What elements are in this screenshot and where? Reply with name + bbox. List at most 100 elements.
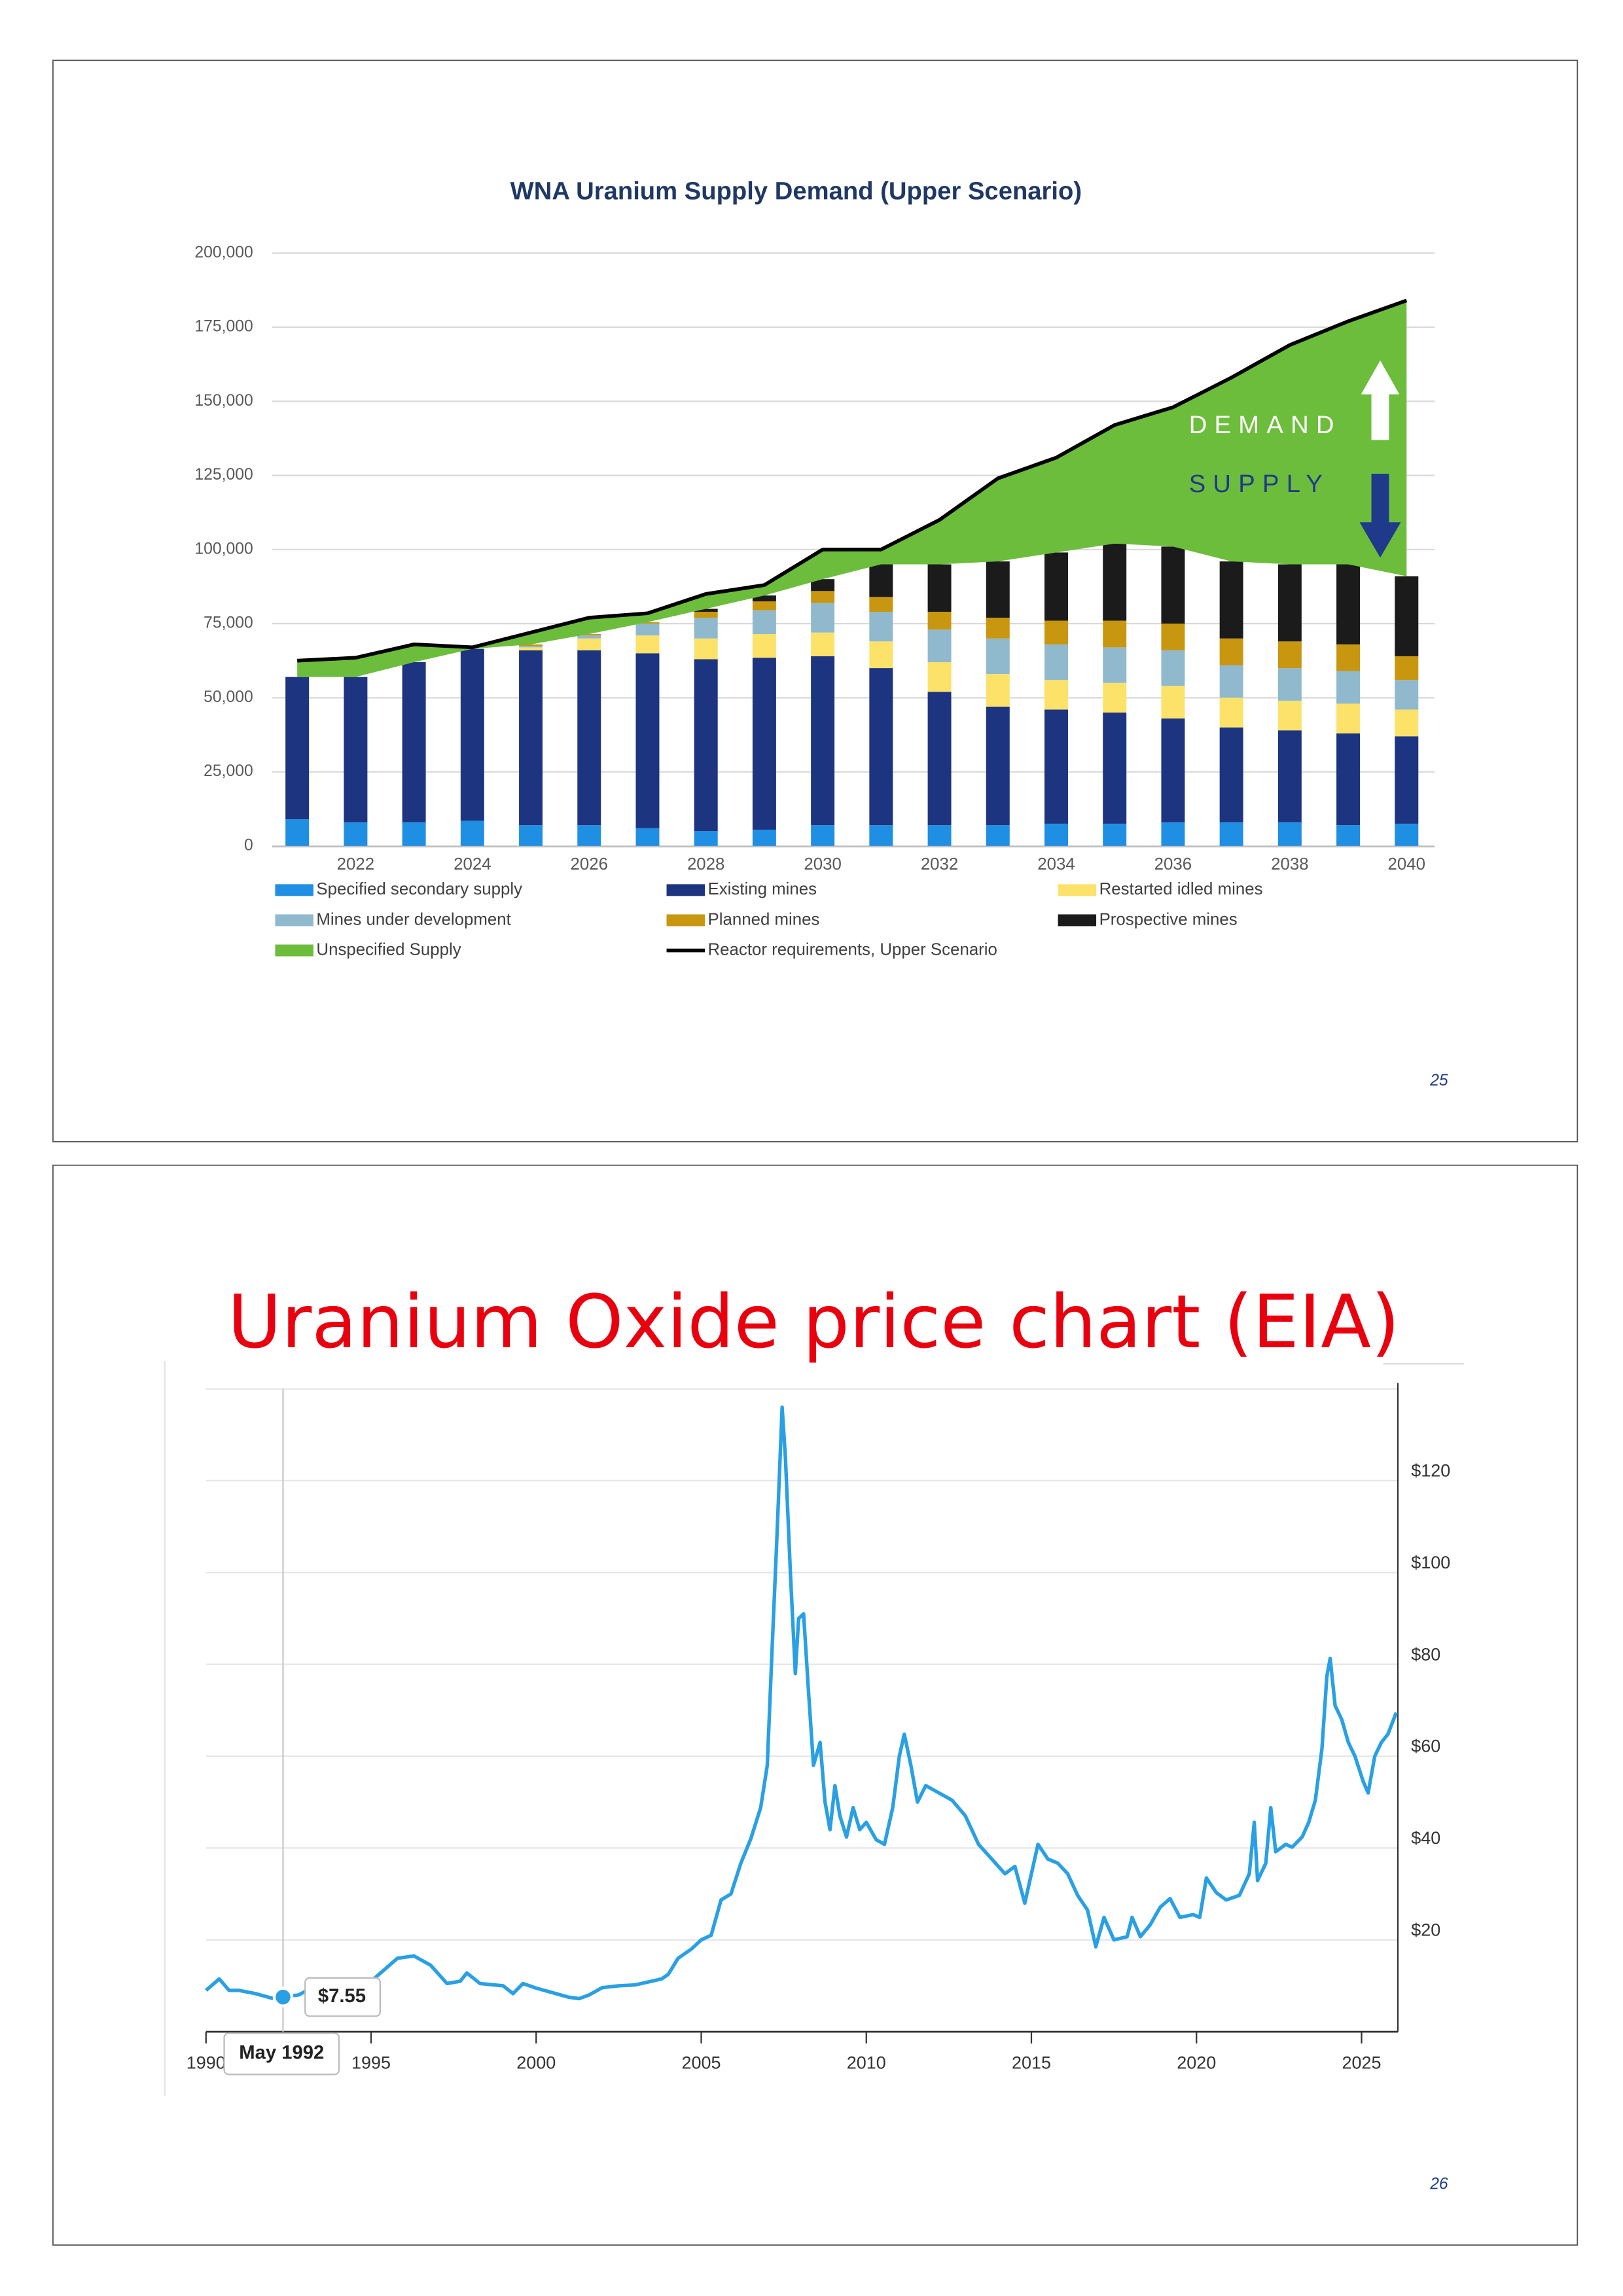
bar-segment <box>927 692 952 826</box>
bar-segment <box>460 821 484 846</box>
bar-segment <box>694 831 718 846</box>
y-tick-label: 100,000 <box>194 540 253 557</box>
bar-segment <box>986 706 1010 826</box>
chart-title: Uranium Oxide price chart (EIA) <box>228 1279 1400 1365</box>
bar-segment <box>344 822 368 846</box>
bar-segment <box>752 595 776 602</box>
bar-segment <box>869 641 893 669</box>
y-tick-label: 200,000 <box>194 243 253 261</box>
bar-segment <box>1336 564 1361 645</box>
bar-segment <box>1161 686 1185 719</box>
y-tick-label: $80 <box>1411 1644 1440 1664</box>
legend-label: Specified secondary supply <box>316 880 522 898</box>
bar-segment <box>1161 822 1185 846</box>
bar-segment <box>1219 665 1243 698</box>
bar-segment <box>635 635 660 654</box>
bar-segment <box>869 597 893 612</box>
bar-segment <box>635 653 660 828</box>
bar-segment <box>577 638 601 650</box>
bar-segment <box>1277 668 1302 701</box>
bar-segment <box>1336 825 1361 846</box>
y-tick-label: $100 <box>1411 1553 1450 1572</box>
bar-segment <box>752 633 776 658</box>
y-tick-label: 25,000 <box>204 762 253 780</box>
y-tick-label: $40 <box>1411 1828 1440 1848</box>
legend-label: Planned mines <box>707 910 819 928</box>
bar-segment <box>1219 638 1243 665</box>
annotation: DEMAND <box>1189 411 1342 439</box>
x-tick-label: 2005 <box>682 2053 721 2073</box>
y-tick-label: $60 <box>1411 1737 1440 1756</box>
bar-segment <box>811 656 835 826</box>
bar-segment <box>519 644 543 646</box>
x-tick-label: 2030 <box>804 855 842 874</box>
bar-segment <box>1277 730 1302 822</box>
bar-segment <box>1395 656 1419 680</box>
y-tick-label: 175,000 <box>194 318 253 336</box>
bar-segment <box>1161 650 1185 686</box>
bar-segment <box>1219 822 1243 846</box>
bar-segment <box>519 825 543 846</box>
bar-segment <box>1161 546 1185 624</box>
bar-segment <box>635 828 660 846</box>
legend-label: Prospective mines <box>1099 910 1238 928</box>
bar-segment <box>1103 682 1127 713</box>
bar-segment <box>1161 718 1185 822</box>
bar-segment <box>1044 552 1068 621</box>
tooltip-value: $7.55 <box>318 1986 366 2007</box>
legend-swatch <box>1058 914 1097 927</box>
bar-segment <box>694 611 718 618</box>
bar-segment <box>869 668 893 826</box>
slide-frame <box>52 60 1578 1142</box>
bar-segment <box>1219 727 1243 822</box>
x-tick-label: 2036 <box>1154 855 1192 874</box>
bar-segment <box>460 648 484 821</box>
bar-segment <box>1219 561 1243 639</box>
x-tick-label: 2022 <box>337 855 375 874</box>
bar-segment <box>519 646 543 648</box>
highlight-point <box>272 1987 294 2007</box>
x-tick-label: 2040 <box>1388 855 1426 874</box>
y-tick-label: $120 <box>1411 1461 1450 1481</box>
bar-segment <box>811 632 835 656</box>
arrow-down <box>1359 474 1401 558</box>
bar-segment <box>1103 823 1127 846</box>
bar-segment <box>1103 543 1127 621</box>
price-chart: $20 $40 $60 $80 $100 $120 1990 1995 2000 2005 2010… <box>164 1360 1465 2097</box>
x-tick-label: 2020 <box>1177 2053 1216 2073</box>
bar-segment <box>1277 822 1302 846</box>
bar-segment <box>694 659 718 832</box>
bar-segment <box>1277 564 1302 642</box>
bar-segment <box>752 610 776 634</box>
bar-segment <box>1103 713 1127 824</box>
bar-segment <box>927 611 952 630</box>
bar-segment <box>1395 823 1419 846</box>
x-tick-label: 2015 <box>1012 2053 1051 2073</box>
bar-segment <box>811 591 835 603</box>
x-tick-label: 1990 <box>187 2053 226 2073</box>
bar-segment <box>694 609 718 612</box>
tooltip-box <box>223 2032 340 2075</box>
bar-segment <box>811 579 835 592</box>
x-tick-label: 2024 <box>454 855 491 874</box>
supply-demand-chart: 0 25,000 50,000 75,000 100,000 125,000 150,000… <box>194 243 1435 959</box>
bar-segment <box>1395 680 1419 710</box>
bar-segment <box>1044 644 1068 680</box>
bar-segment <box>1044 823 1068 846</box>
tooltip-date: May 1992 <box>239 2043 324 2064</box>
bar-segment <box>635 624 660 636</box>
x-tick-label: 1995 <box>351 2053 391 2073</box>
bar-segment <box>344 677 368 822</box>
bar-segment <box>986 674 1010 707</box>
x-tick-label: 2000 <box>516 2053 556 2073</box>
bar-segment <box>577 825 601 846</box>
x-tick-label: 2028 <box>687 855 725 874</box>
y-tick-label: 50,000 <box>204 688 253 706</box>
bar-segment <box>927 662 952 692</box>
legend-label: Restarted idled mines <box>1099 880 1263 898</box>
bar-segment <box>986 561 1010 618</box>
slide-frame <box>52 1164 1578 2246</box>
bar-segment <box>1044 709 1068 824</box>
bar-segment <box>577 633 601 636</box>
bar-segment <box>1395 736 1419 824</box>
